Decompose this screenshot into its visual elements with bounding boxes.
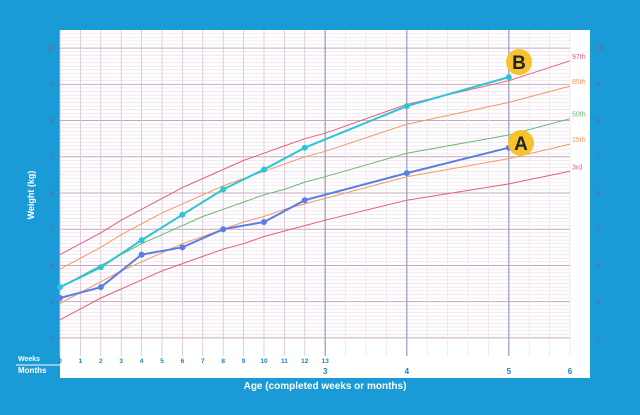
month-tick: 4 [405,367,410,376]
percentile-label-15th: 15th [572,137,586,144]
y-tick-right: 7 [596,154,600,161]
week-tick: 0 [58,358,62,365]
y-ticks-right: 2 3 4 5 6 7 8 9 10 [596,46,604,343]
week-tick: 4 [140,358,144,365]
series-point-B [505,74,512,81]
y-tick-left: 6 [50,191,54,198]
series-point-A [261,218,267,225]
series-point-A [403,170,410,177]
series-point-A [138,251,145,258]
y-tick-right: 10 [596,46,604,53]
month-tick: 3 [323,367,328,376]
series-point-A [301,197,308,204]
y-tick-left: 5 [50,227,54,234]
month-tick: 5 [507,367,512,376]
badge-label-B: B [512,53,526,74]
percentile-label-3rd: 3rd [572,164,582,171]
y-tick-left: 10 [46,46,54,53]
week-tick: 1 [79,358,83,365]
series-point-B [403,103,410,110]
weeks-row-label: Weeks [18,356,40,363]
badge-label-A: A [514,134,528,155]
week-tick: 13 [322,358,330,365]
series-point-B [301,144,308,151]
series-point-B [138,237,145,244]
y-tick-left: 7 [50,154,54,161]
week-tick: 7 [201,358,205,365]
series-point-B [57,284,63,291]
y-ticks-left: 2 3 4 5 6 7 8 9 10 [46,46,54,343]
week-tick: 10 [260,358,268,365]
percentile-labels: 97th 85th 50th 15th 3rd [572,54,586,171]
series-point-A [57,295,63,302]
series-point-B [261,166,267,173]
percentile-label-97th: 97th [572,54,586,61]
week-tick: 12 [301,358,309,365]
badge-A [508,130,534,156]
week-tick: 6 [181,358,185,365]
series-point-A [179,244,186,251]
series-point-A [220,226,227,233]
series-point-A [97,284,104,291]
series-badges: BA [506,49,534,156]
month-tick: 6 [568,367,573,376]
month-ticks: 3 4 5 6 [323,367,573,376]
week-tick: 11 [281,358,288,365]
x-axis-label: Age (completed weeks or months) [244,381,407,392]
y-tick-left: 9 [50,82,54,89]
week-tick: 3 [119,358,123,365]
y-axis-label: Weight (kg) [26,171,36,220]
series-point-B [220,186,227,193]
series-point-B [179,211,186,218]
grid [59,30,571,356]
y-tick-right: 2 [596,335,600,342]
percentile-label-85th: 85th [572,79,586,86]
months-row-label: Months [18,366,47,375]
x-axis-band [60,356,590,378]
y-tick-right: 5 [596,227,600,234]
week-ticks: 0 1 2 3 4 5 6 7 8 9 10 11 12 13 [58,358,329,365]
percentile-label-50th: 50th [572,112,586,119]
child-series [57,74,512,302]
y-tick-right: 4 [596,263,600,270]
week-tick: 8 [221,358,225,365]
series-point-B [97,264,104,271]
y-tick-right: 6 [596,191,600,198]
y-tick-left: 8 [50,118,54,125]
percentile-line-3rd [59,170,571,321]
y-tick-right: 3 [596,299,600,306]
y-tick-left: 4 [50,263,54,270]
percentile-line-97th [59,60,571,256]
y-tick-right: 8 [596,118,600,125]
week-tick: 9 [242,358,246,365]
week-tick: 2 [99,358,103,365]
badge-B [506,49,532,75]
y-tick-left: 3 [50,299,54,306]
y-tick-right: 9 [596,82,600,89]
week-tick: 5 [160,358,164,365]
y-tick-left: 2 [50,335,54,342]
percentile-line-85th [59,85,571,270]
